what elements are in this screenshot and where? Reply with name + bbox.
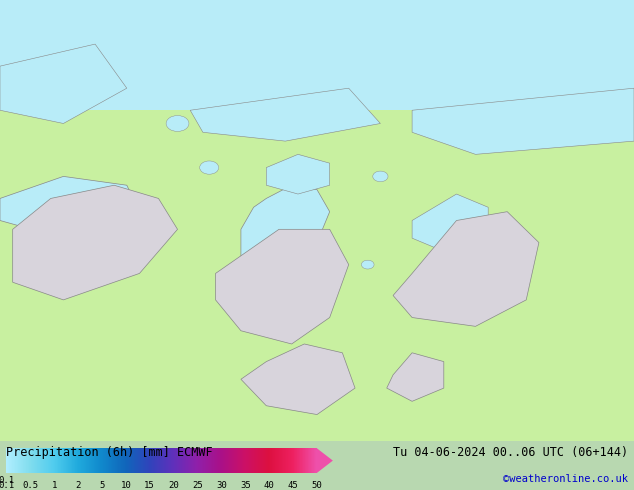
Polygon shape: [317, 448, 333, 473]
Circle shape: [200, 161, 219, 174]
Text: 1: 1: [51, 481, 57, 490]
Text: 5: 5: [100, 481, 105, 490]
Polygon shape: [241, 185, 330, 309]
Circle shape: [361, 260, 374, 269]
Polygon shape: [266, 154, 330, 194]
Text: 10: 10: [120, 481, 131, 490]
Polygon shape: [412, 88, 634, 154]
Polygon shape: [393, 212, 539, 326]
Text: ©weatheronline.co.uk: ©weatheronline.co.uk: [503, 474, 628, 484]
Text: 40: 40: [264, 481, 275, 490]
Text: 30: 30: [216, 481, 227, 490]
Text: 15: 15: [145, 481, 155, 490]
Circle shape: [373, 171, 388, 182]
Polygon shape: [216, 229, 349, 344]
Text: 2: 2: [75, 481, 81, 490]
Circle shape: [166, 116, 189, 131]
Text: 20: 20: [168, 481, 179, 490]
Polygon shape: [387, 353, 444, 401]
Text: 45: 45: [288, 481, 299, 490]
Polygon shape: [0, 176, 139, 229]
Text: 0.1: 0.1: [0, 476, 15, 485]
Bar: [0, 0, 634, 110]
Text: 50: 50: [312, 481, 322, 490]
Text: Tu 04-06-2024 00..06 UTC (06+144): Tu 04-06-2024 00..06 UTC (06+144): [392, 446, 628, 459]
Polygon shape: [190, 88, 380, 141]
Text: 25: 25: [192, 481, 203, 490]
Text: 0.1: 0.1: [0, 481, 15, 490]
Text: 0.5: 0.5: [22, 481, 38, 490]
Polygon shape: [412, 194, 488, 251]
Polygon shape: [0, 44, 127, 123]
Polygon shape: [13, 185, 178, 300]
Text: 35: 35: [240, 481, 250, 490]
Text: Precipitation (6h) [mm] ECMWF: Precipitation (6h) [mm] ECMWF: [6, 446, 213, 459]
Polygon shape: [241, 344, 355, 415]
